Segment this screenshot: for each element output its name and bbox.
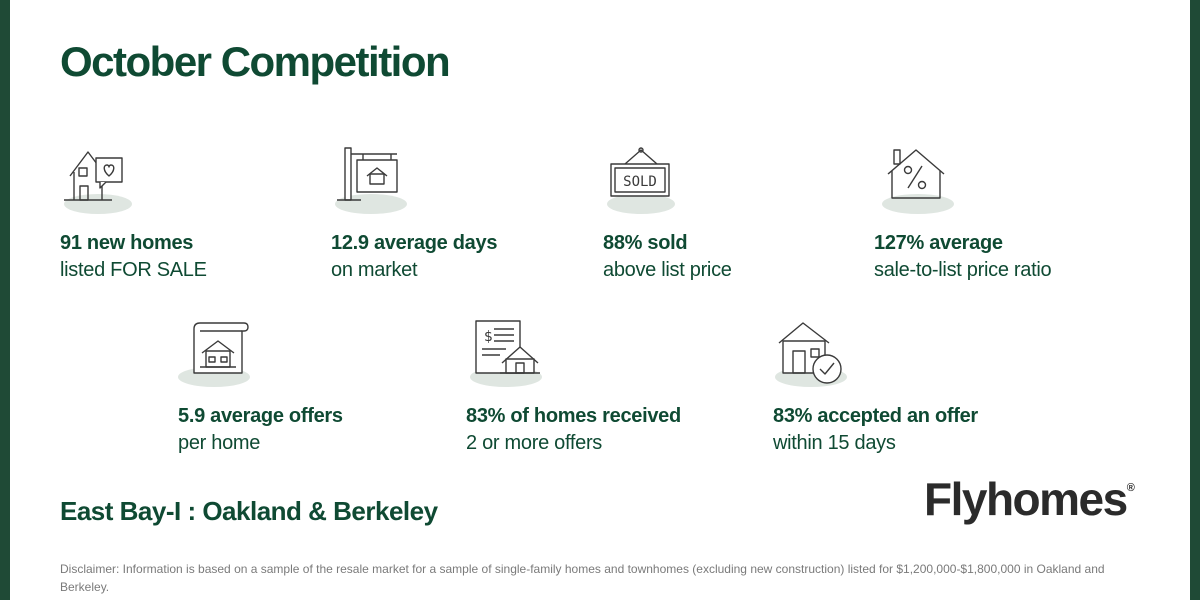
svg-text:$: $ — [484, 329, 493, 345]
stat-headline: 83% of homes received — [466, 405, 681, 427]
house-checkmark-icon — [773, 319, 853, 391]
sold-sign-icon: SOLD — [603, 146, 683, 218]
logo-text: Flyhomes — [924, 473, 1128, 525]
house-document-icon — [178, 319, 258, 391]
flyhomes-logo: Flyhomes® — [924, 472, 1135, 526]
stat-subline: 2 or more offers — [466, 432, 603, 454]
stat-headline: 88% sold — [603, 232, 688, 254]
stat-headline: 91 new homes — [60, 232, 194, 254]
for-sale-sign-icon — [331, 146, 411, 218]
stat-subline: listed FOR SALE — [60, 259, 207, 281]
receipt-house-icon: $ — [466, 319, 546, 391]
registered-mark: ® — [1126, 482, 1135, 494]
stat-subline: per home — [178, 432, 261, 454]
stat-headline: 5.9 average offers — [178, 405, 343, 427]
right-border — [1190, 0, 1200, 600]
region-label: East Bay-I : Oakland & Berkeley — [60, 496, 438, 526]
disclaimer: Disclaimer: Information is based on a sa… — [60, 562, 1105, 594]
house-heart-icon — [60, 146, 140, 218]
stat-subline: within 15 days — [773, 432, 896, 454]
stat-headline: 127% average — [874, 232, 1003, 254]
stat-subline: sale-to-list price ratio — [874, 259, 1052, 281]
page-title: October Competition — [60, 38, 451, 85]
house-percent-icon — [874, 146, 954, 218]
left-border — [0, 0, 10, 600]
stat-headline: 83% accepted an offer — [773, 405, 978, 427]
stat-headline: 12.9 average days — [331, 232, 498, 254]
svg-text:SOLD: SOLD — [623, 174, 657, 190]
stat-subline: above list price — [603, 259, 732, 281]
stat-subline: on market — [331, 259, 418, 281]
